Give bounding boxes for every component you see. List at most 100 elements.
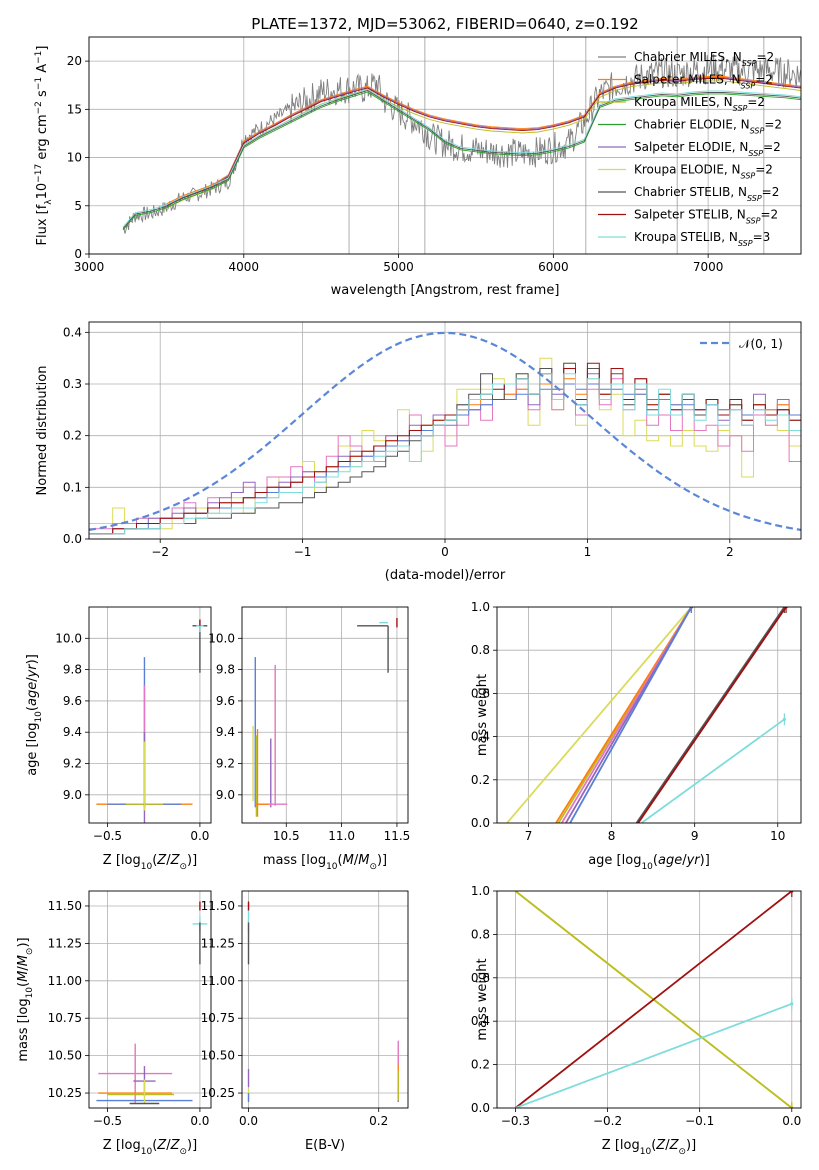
label-part: )]: [187, 1138, 197, 1153]
legend-text: Chabrier STELIB, N: [634, 185, 747, 199]
label-part: ⊙: [678, 1147, 686, 1157]
legend-label: Chabrier MILES, NSSP=2: [634, 50, 774, 68]
y-tick-label: 10.75: [201, 1011, 235, 1025]
y-axis-label: Flux [fλ10−17 erg cm−2 s−1 A−1]: [34, 46, 54, 246]
x-tick-label: 10: [770, 829, 785, 843]
x-tick-label: 7: [525, 829, 533, 843]
label-part: erg cm: [35, 114, 50, 163]
y-tick-label: 10.75: [48, 1011, 82, 1025]
y-tick-label: 0: [74, 247, 82, 261]
label-part: (: [651, 1138, 656, 1153]
y-tick-label: 0.6: [471, 971, 490, 985]
legend-label: Kroupa STELIB, NSSP=3: [634, 230, 770, 248]
label-part: age: [25, 682, 40, 706]
label-part: 10: [326, 862, 338, 872]
y-tick-label: 0.8: [471, 927, 490, 941]
x-tick-label: 11.5: [384, 829, 411, 843]
x-tick-label: 0.2: [369, 1114, 388, 1128]
label-part: )]: [16, 937, 31, 947]
model-line-salpeter_stelib: [166, 78, 801, 207]
y-tick-label: 20: [67, 54, 82, 68]
y-axis-label: mass weight: [475, 958, 490, 1040]
x-tick-label: −0.5: [93, 829, 122, 843]
plot-area-age_vs_mass: [252, 617, 398, 817]
x-tick-label: 6000: [538, 260, 569, 274]
label-part: −1: [34, 51, 44, 64]
x-tick-label: 0.0: [190, 829, 209, 843]
x-tick-label: 10.5: [273, 829, 300, 843]
plot-area-mass_vs_EBV: [247, 901, 399, 1103]
label-part: Z: [655, 1138, 666, 1153]
plot-area-age_vs_Z: [96, 619, 208, 823]
label-part: Flux [f: [35, 204, 50, 245]
y-tick-label: 0.0: [471, 1101, 490, 1115]
model-line-kroupa_stelib: [122, 88, 801, 228]
label-part: ⊙: [179, 1147, 187, 1157]
label-part: 10: [34, 711, 44, 723]
label-part: (: [653, 853, 658, 868]
y-tick-label: 11.50: [201, 899, 235, 913]
legend-label: 𝒩(0, 1): [739, 337, 783, 351]
label-part: 10: [640, 1147, 652, 1157]
label-part: )]: [377, 853, 387, 868]
legend-sub: SSP: [746, 216, 761, 225]
x-tick-label: 11.0: [328, 829, 355, 843]
legend-text: Kroupa STELIB, N: [634, 230, 738, 244]
mass-weight-line: [635, 607, 786, 823]
panel-age_vs_Z: −0.5 0.09.09.29.49.69.810.0Z [log10(Z/Z⊙)…: [25, 606, 212, 872]
y-tick-label: 1.0: [471, 600, 490, 614]
plot-area-weight_vs_age: [506, 607, 788, 823]
y-tick-label: 1.0: [471, 884, 490, 898]
x-axis-label: age [log10(age/yr)]: [588, 853, 710, 872]
residual-histogram-step: [89, 362, 801, 535]
legend-text: =3: [753, 230, 771, 244]
legend-text: =2: [763, 140, 781, 154]
label-part: Z: [170, 1138, 181, 1153]
y-tick-label: 0.4: [471, 730, 490, 744]
label-part: −17: [34, 164, 44, 183]
legend-sub: SSP: [738, 239, 753, 248]
y-tick-label: 5: [74, 199, 82, 213]
residual-histogram-step: [89, 373, 801, 535]
x-tick-label: 0.0: [239, 1114, 258, 1128]
label-part: A: [35, 64, 50, 77]
y-tick-label: 9.4: [216, 725, 235, 739]
x-tick-label: 9: [691, 829, 699, 843]
model-line-salpeter_miles: [166, 76, 801, 205]
x-tick-label: 0.0: [782, 1114, 801, 1128]
y-tick-label: 9.4: [63, 725, 82, 739]
y-axis-label: mass [log10(M/M⊙)]: [16, 937, 35, 1061]
label-part: log: [620, 1138, 640, 1153]
y-tick-label: 10.0: [208, 631, 235, 645]
axes-frame: [88, 890, 212, 1109]
axes-frame: [496, 606, 802, 824]
y-tick-label: 9.8: [216, 663, 235, 677]
y-tick-label: 0.2: [63, 429, 82, 443]
y-tick-label: 0.0: [471, 816, 490, 830]
label-part: ]: [35, 46, 50, 51]
y-tick-label: 15: [67, 102, 82, 116]
x-tick-label: 0.0: [190, 1114, 209, 1128]
label-part: (: [152, 1138, 157, 1153]
x-axis-label: wavelength [Angstrom, rest frame]: [331, 283, 560, 298]
x-tick-label: −0.1: [685, 1114, 714, 1128]
label-part: Z: [156, 853, 167, 868]
label-part: log: [16, 998, 31, 1018]
axes-frame: [241, 890, 409, 1109]
y-tick-label: 0.1: [63, 480, 82, 494]
mass-weight-line: [514, 891, 793, 1108]
label-part: 10: [25, 987, 35, 999]
label-part: (: [25, 706, 40, 711]
label-part: yr: [686, 853, 702, 868]
y-tick-label: 0.8: [471, 643, 490, 657]
label-part: age [: [25, 742, 40, 775]
axes-frame: [88, 606, 212, 824]
label-part: Z [: [103, 853, 121, 868]
panel-mass_vs_EBV: 0.0 0.2 10.25 10.50 10.75 11.00 11.25 11.50 E(B-…: [201, 890, 409, 1153]
label-part: age: [658, 853, 682, 868]
legend-text: =2: [760, 208, 778, 222]
label-part: 10: [641, 862, 653, 872]
residual-histogram-step: [89, 383, 801, 535]
